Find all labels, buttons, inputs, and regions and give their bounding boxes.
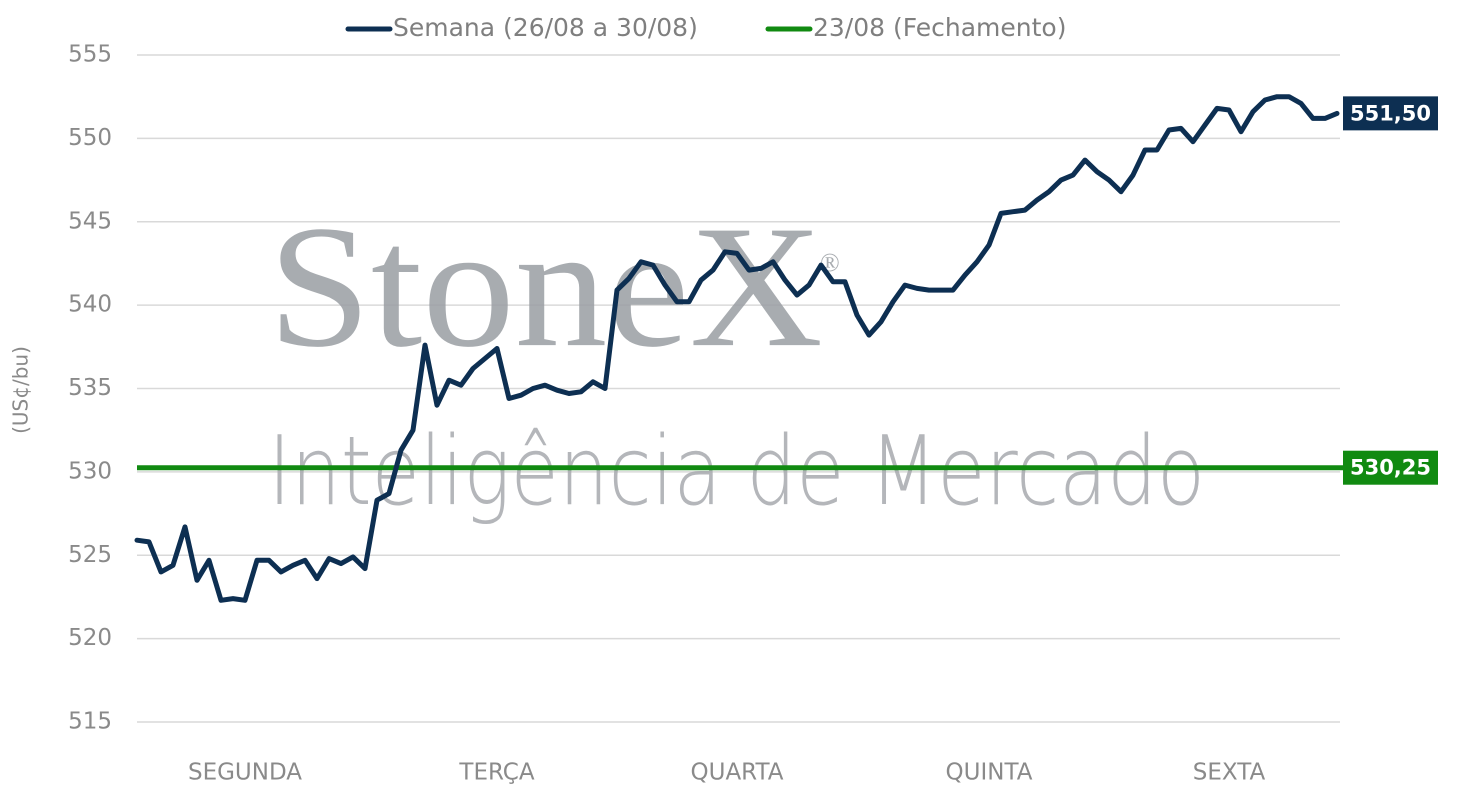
x-tick-label: TERÇA bbox=[458, 760, 534, 786]
y-tick-label: 540 bbox=[68, 292, 112, 318]
watermark-tagline: Inteligência de Mercado bbox=[268, 417, 1205, 527]
end-label-box bbox=[1343, 96, 1438, 131]
y-axis-label: (US¢/bu) bbox=[9, 346, 33, 434]
watermark-mark: ® bbox=[820, 248, 840, 277]
y-tick-label: 545 bbox=[68, 208, 112, 234]
end-label: 551,50 bbox=[1350, 101, 1431, 125]
y-tick-label: 530 bbox=[68, 458, 112, 484]
watermark-brand: StoneX bbox=[268, 189, 823, 383]
end-label-box bbox=[1343, 450, 1438, 485]
y-tick-label: 550 bbox=[68, 125, 112, 151]
y-tick-label: 515 bbox=[68, 709, 112, 735]
legend-label: 23/08 (Fechamento) bbox=[813, 13, 1066, 42]
y-tick-label: 525 bbox=[68, 542, 112, 568]
y-tick-label: 555 bbox=[68, 42, 112, 68]
x-tick-label: SEGUNDA bbox=[188, 760, 302, 786]
x-tick-label: SEXTA bbox=[1193, 760, 1266, 786]
end-label: 530,25 bbox=[1350, 456, 1431, 480]
y-tick-label: 535 bbox=[68, 375, 112, 401]
series-line bbox=[134, 94, 1340, 603]
watermark: StoneX ® Inteligência de Mercado bbox=[268, 189, 1205, 527]
x-tick-label: QUARTA bbox=[691, 760, 784, 786]
legend-label: Semana (26/08 a 30/08) bbox=[393, 13, 698, 42]
y-tick-label: 520 bbox=[68, 625, 112, 651]
x-tick-label: QUINTA bbox=[946, 760, 1033, 786]
